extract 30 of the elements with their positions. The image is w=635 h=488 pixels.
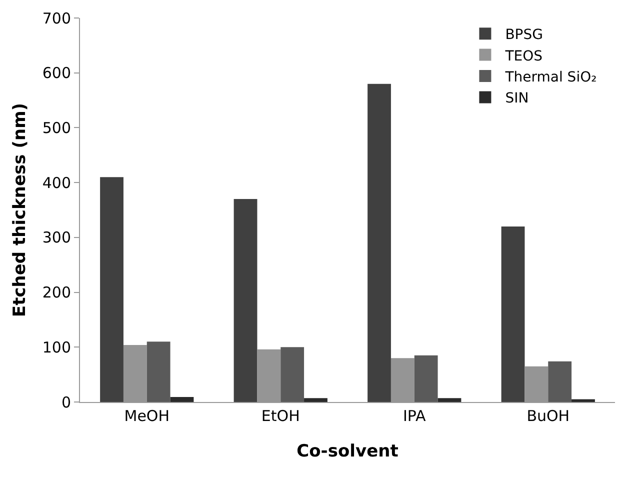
legend-label: SIN	[505, 90, 529, 107]
bar	[572, 399, 595, 402]
bar	[100, 177, 124, 402]
y-tick-label: 600	[42, 64, 71, 82]
x-tick-label: EtOH	[261, 407, 300, 425]
bar	[234, 199, 258, 402]
legend-label: BPSG	[505, 27, 543, 44]
y-tick-label: 500	[42, 118, 71, 137]
y-tick-label: 400	[42, 174, 71, 192]
y-tick-label: 200	[42, 284, 71, 302]
bar	[438, 398, 462, 402]
bar	[501, 226, 525, 402]
y-axis-title: Etched thickness (nm)	[10, 102, 30, 318]
bar	[280, 347, 304, 402]
y-tick-label: 700	[42, 9, 71, 28]
y-tick-label: 300	[42, 228, 71, 247]
bar	[170, 397, 194, 402]
bar	[548, 361, 572, 402]
bar	[146, 342, 170, 402]
legend-label: TEOS	[504, 48, 543, 64]
x-axis-title: Co-solvent	[296, 441, 398, 462]
y-tick-label: 100	[42, 338, 71, 356]
x-tick-label: IPA	[402, 407, 426, 425]
x-tick-label: BuOH	[526, 407, 570, 425]
y-tick-label: 0	[61, 393, 71, 412]
bar	[368, 84, 391, 402]
x-tick-label: MeOH	[124, 407, 170, 425]
bar	[304, 398, 328, 402]
bar	[414, 355, 438, 402]
legend-label: Thermal SiO₂	[504, 69, 597, 86]
